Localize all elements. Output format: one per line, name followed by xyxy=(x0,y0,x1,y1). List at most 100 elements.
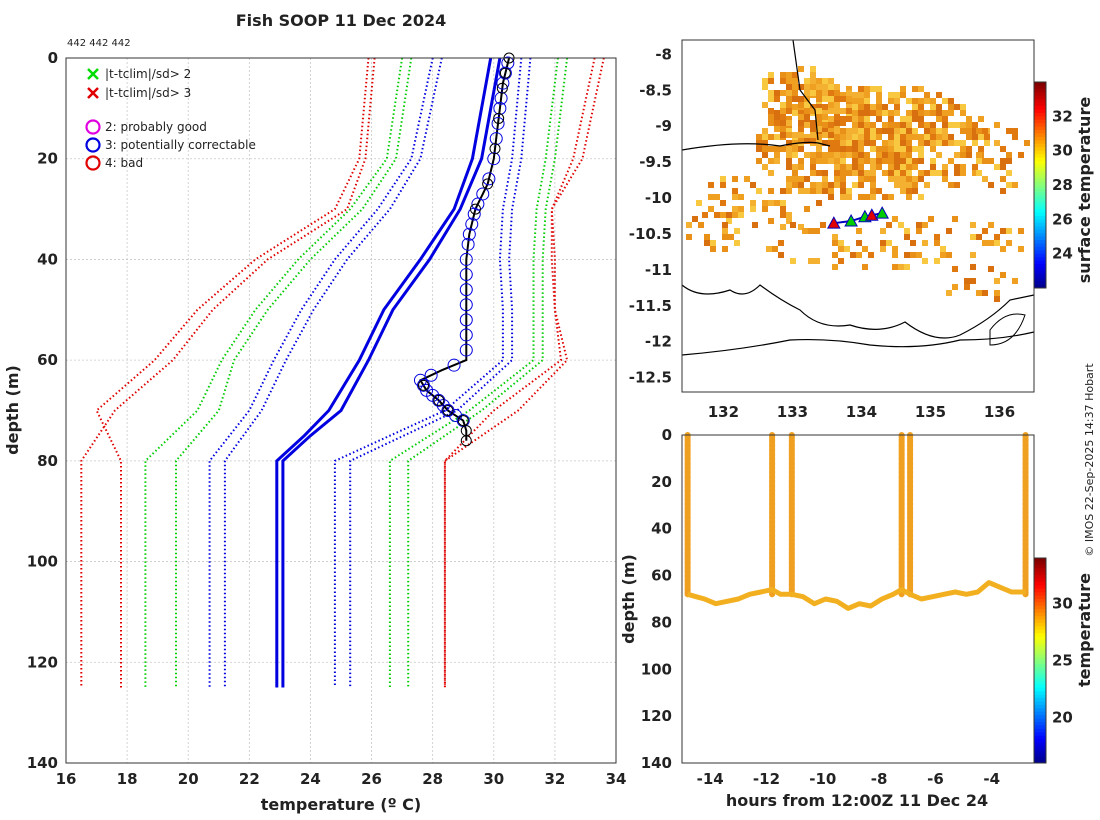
sst-pixel xyxy=(720,176,726,182)
colorbar-cell xyxy=(1034,226,1046,231)
sst-pixel xyxy=(810,182,816,188)
sst-pixel xyxy=(924,98,930,104)
colorbar-cell xyxy=(1034,640,1046,644)
profile-series-line xyxy=(443,57,596,688)
sst-pixel xyxy=(828,152,834,158)
sst-pixel xyxy=(976,234,982,240)
sst-pixel xyxy=(852,110,858,116)
sst-pixel xyxy=(976,158,982,164)
colorbar-cell xyxy=(1034,263,1046,268)
sst-pixel xyxy=(828,146,834,152)
sst-pixel xyxy=(768,218,774,224)
sst-pixel xyxy=(982,128,988,134)
sst-pixel xyxy=(1012,128,1018,134)
sst-pixel xyxy=(912,182,918,188)
sst-pixel xyxy=(798,138,804,144)
sst-pixel xyxy=(828,194,834,200)
sst-pixel xyxy=(774,134,780,140)
flag-circle-blue xyxy=(489,132,503,146)
sst-pixel xyxy=(798,158,804,164)
sst-pixel xyxy=(894,176,900,182)
coast-line xyxy=(681,141,831,151)
sst-pixel xyxy=(780,114,786,120)
sst-pixel xyxy=(840,146,846,152)
profile-x-tick: 22 xyxy=(239,770,260,788)
sst-pixel xyxy=(840,92,846,98)
colorbar-tick: 30 xyxy=(1052,595,1073,613)
sst-pixel xyxy=(960,152,966,158)
sst-pixel xyxy=(894,104,900,110)
sst-pixel xyxy=(894,98,900,104)
sst-pixel xyxy=(880,240,886,246)
sst-pixel xyxy=(696,200,702,206)
sst-pixel xyxy=(976,128,982,134)
colorbar-frame xyxy=(1033,557,1047,764)
colorbar-cell xyxy=(1034,250,1046,255)
sst-pixel xyxy=(888,110,894,116)
sst-pixel xyxy=(918,158,924,164)
profile-x-label: temperature (º C) xyxy=(261,795,421,814)
sst-pixel xyxy=(948,104,954,110)
timeseries-y-tick: 120 xyxy=(641,707,672,725)
profile-series-line xyxy=(333,57,523,688)
sst-pixel xyxy=(816,90,822,96)
colorbar-cell xyxy=(1034,609,1046,614)
sst-pixel xyxy=(762,164,768,170)
flag-circle-black xyxy=(469,203,481,215)
sst-pixel xyxy=(904,252,910,258)
colorbar-cell xyxy=(1034,212,1046,217)
sst-pixel xyxy=(948,158,954,164)
sst-pixel xyxy=(840,176,846,182)
sst-pixel xyxy=(952,266,958,272)
colorbar-cell xyxy=(1034,612,1046,617)
sst-pixel xyxy=(876,146,882,152)
sst-pixel xyxy=(948,134,954,140)
sst-pixel xyxy=(822,96,828,102)
profile-y-ticks: 0 20 40 60 80 100 120 140 xyxy=(27,49,58,772)
sst-pixel xyxy=(752,222,758,228)
flag-circle-blue xyxy=(461,237,475,251)
colorbar-cell xyxy=(1034,650,1046,655)
sst-pixel xyxy=(972,170,978,176)
sst-pixel xyxy=(762,206,768,212)
sst-pixel xyxy=(876,86,882,92)
colorbar-cell xyxy=(1034,752,1046,757)
sst-pixel xyxy=(798,114,804,120)
sst-pixel xyxy=(970,264,976,270)
sst-pixel xyxy=(762,102,768,108)
sst-pixel xyxy=(726,212,732,218)
sst-pixel xyxy=(960,146,966,152)
sst-pixel xyxy=(904,264,910,270)
colorbar-cell xyxy=(1034,564,1046,569)
sst-pixel xyxy=(888,176,894,182)
sst-pixel xyxy=(882,110,888,116)
sst-pixel xyxy=(942,134,948,140)
sst-pixel xyxy=(786,84,792,90)
profile-series-line xyxy=(275,57,493,688)
sst-pixel xyxy=(864,92,870,98)
sst-pixel xyxy=(934,240,940,246)
colorbar-cell xyxy=(1034,219,1046,224)
sst-pixel xyxy=(900,140,906,146)
sst-pixel xyxy=(982,290,988,296)
colorbar-cell xyxy=(1034,742,1046,747)
sst-pixel xyxy=(930,164,936,170)
map-y-tick: -10.5 xyxy=(629,225,672,243)
sst-pixel xyxy=(864,110,870,116)
sst-pixel xyxy=(978,116,984,122)
sst-pixel xyxy=(906,98,912,104)
sst-pixel xyxy=(870,170,876,176)
colorbar-cell xyxy=(1034,694,1046,699)
sst-pixel xyxy=(876,98,882,104)
sst-pixel xyxy=(822,176,828,182)
sst-pixel xyxy=(1018,246,1024,252)
sst-pixel xyxy=(982,176,988,182)
colorbar-cell xyxy=(1034,147,1046,152)
sst-pixel xyxy=(870,86,876,92)
sst-pixel xyxy=(768,78,774,84)
sst-pixel xyxy=(816,126,822,132)
sst-pixel xyxy=(722,246,728,252)
colorbar-cell xyxy=(1034,633,1046,638)
sst-pixel xyxy=(954,122,960,128)
sst-pixel xyxy=(852,170,858,176)
